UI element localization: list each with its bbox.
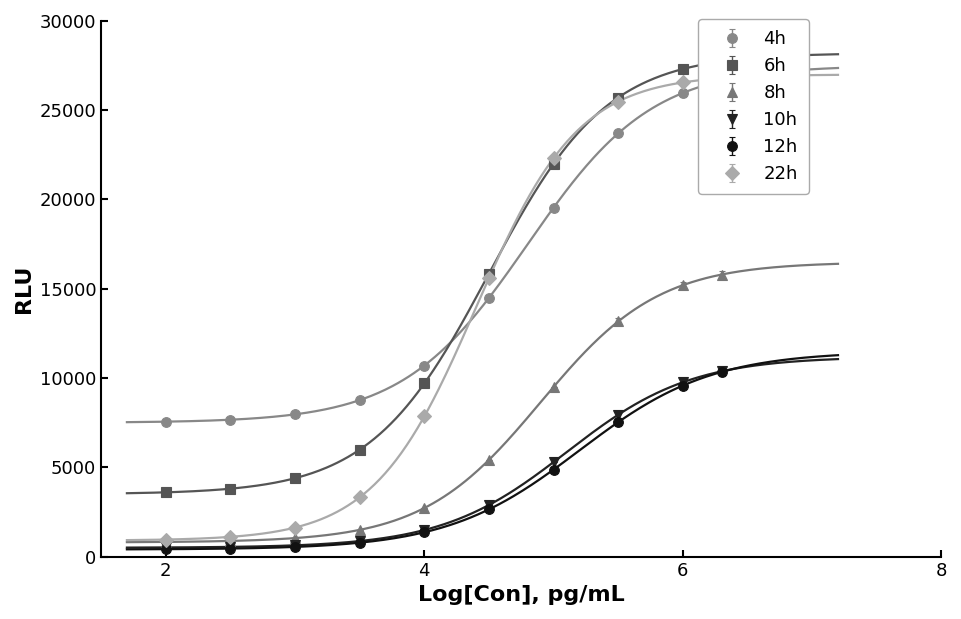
X-axis label: Log[Con], pg/mL: Log[Con], pg/mL (418, 585, 625, 605)
Legend: 4h, 6h, 8h, 10h, 12h, 22h: 4h, 6h, 8h, 10h, 12h, 22h (699, 19, 808, 194)
Y-axis label: RLU: RLU (13, 264, 34, 313)
